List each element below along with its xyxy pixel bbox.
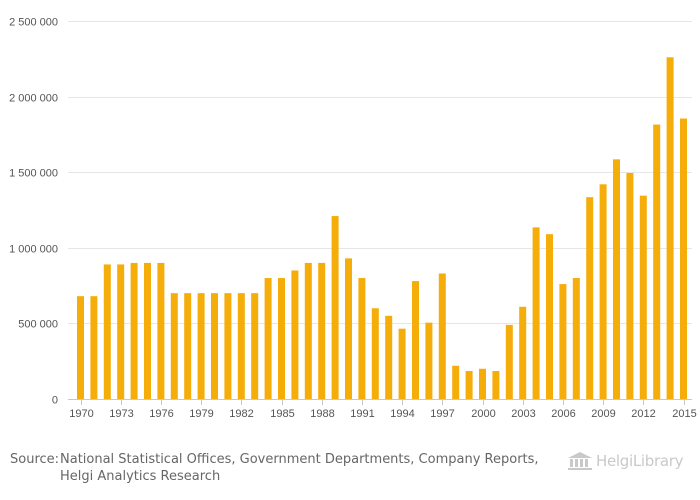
bar-2005 <box>546 234 553 399</box>
bar-1989 <box>331 216 339 399</box>
bar-1999 <box>465 371 473 399</box>
bar-2009 <box>599 184 607 399</box>
x-tick-label: 1982 <box>229 408 253 420</box>
bar-2001 <box>492 371 500 399</box>
source-line-1: Source:National Statistical Offices, Gov… <box>10 451 550 468</box>
bar-2003 <box>519 306 527 399</box>
bar-2010 <box>613 159 620 399</box>
x-tick-label: 1997 <box>430 408 454 420</box>
y-tick-label: 1 000 000 <box>9 244 58 256</box>
bar-2002 <box>505 324 513 399</box>
y-tick-label: 500 000 <box>18 319 58 331</box>
bar-1982 <box>237 293 245 399</box>
bar-2014 <box>666 57 674 399</box>
x-tick-label: 2003 <box>511 408 535 420</box>
bar-1994 <box>398 328 406 399</box>
x-tick-label: 2012 <box>631 408 655 420</box>
y-axis-labels: 0 500 000 1 000 000 1 500 000 2 000 000 2 500… <box>9 17 58 407</box>
bar-1991 <box>358 278 366 399</box>
x-tick-label: 1970 <box>69 408 93 420</box>
bar-1997 <box>438 273 446 399</box>
x-tick-label: 1979 <box>189 408 213 420</box>
bar-chart: 0 500 000 1 000 000 1 500 000 2 000 000 2 500… <box>9 17 697 421</box>
bar-1972 <box>103 264 111 399</box>
bar-2004 <box>532 227 540 399</box>
bar-2008 <box>586 197 594 399</box>
x-tick-label: 1991 <box>350 408 374 420</box>
x-tick-label: 2000 <box>471 408 495 420</box>
bar-1996 <box>425 322 433 399</box>
bar-1975 <box>144 262 151 399</box>
y-tick-label: 0 <box>52 395 58 407</box>
source-note: Source:National Statistical Offices, Gov… <box>10 451 550 485</box>
bar-1985 <box>278 278 285 399</box>
bar-1995 <box>412 281 419 399</box>
bar-1978 <box>184 293 192 399</box>
x-axis-ticks: 1970 1973 1976 1979 1982 1985 1988 1991 1994 1997… <box>69 399 697 420</box>
x-tick-label: 1985 <box>270 408 294 420</box>
source-text-1: National Statistical Offices, Government… <box>60 452 539 467</box>
bar-1973 <box>117 264 125 399</box>
bar-1998 <box>452 365 460 399</box>
bar-1993 <box>385 315 393 399</box>
helgilibrary-logo: HelgiLibrary <box>567 450 695 472</box>
x-tick-label: 2015 <box>672 408 696 420</box>
bar-2000 <box>479 368 486 399</box>
bar-2013 <box>653 124 661 399</box>
bar-1984 <box>264 278 272 399</box>
bar-1976 <box>157 262 165 399</box>
bar-1981 <box>224 293 232 399</box>
bar-2011 <box>626 172 634 399</box>
x-tick-label: 1988 <box>310 408 334 420</box>
x-tick-label: 1973 <box>109 408 133 420</box>
x-tick-label: 2006 <box>551 408 575 420</box>
y-tick-label: 2 500 000 <box>9 17 58 29</box>
library-columns-icon <box>568 452 592 470</box>
bar-2006 <box>559 284 567 399</box>
x-tick-label: 1976 <box>149 408 173 420</box>
bar-2015 <box>680 118 687 400</box>
bar-1971 <box>90 296 98 399</box>
y-tick-label: 1 500 000 <box>9 168 58 180</box>
bar-1986 <box>291 270 299 399</box>
bar-1977 <box>170 293 178 399</box>
x-tick-label: 2009 <box>591 408 615 420</box>
bar-2012 <box>639 195 647 399</box>
bar-1987 <box>304 262 312 399</box>
bar-1992 <box>371 308 379 399</box>
bars <box>77 57 687 400</box>
brand-name: HelgiLibrary <box>596 452 684 470</box>
bar-1990 <box>345 258 352 399</box>
x-tick-label: 1994 <box>390 408 414 420</box>
bar-1974 <box>130 262 138 399</box>
source-line-2: Helgi Analytics Research <box>60 469 221 484</box>
bar-1988 <box>318 262 326 399</box>
source-prefix: Source: <box>10 452 60 467</box>
bar-1979 <box>197 293 205 399</box>
bar-1970 <box>77 296 84 399</box>
y-tick-label: 2 000 000 <box>9 93 58 105</box>
bar-1983 <box>251 293 259 399</box>
bar-1980 <box>211 293 218 399</box>
bar-2007 <box>572 278 580 399</box>
